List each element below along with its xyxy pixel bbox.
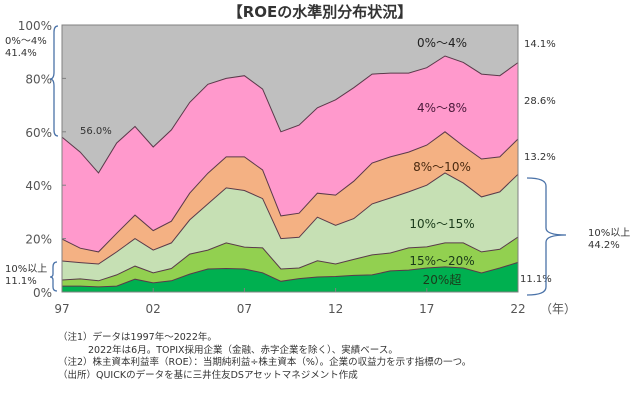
- x-tick-label: 17: [419, 302, 434, 316]
- y-tick-label: 40%: [25, 179, 52, 193]
- band-label-4-8: 4%～8%: [417, 101, 467, 115]
- right-value-4-8: 28.6%: [524, 96, 556, 107]
- source-note: （出所）QUICKのデータを基に三井住友DSアセットマネジメント作成: [58, 369, 358, 381]
- left-value-0-4: 41.4%: [5, 48, 37, 59]
- footnotes: （注1）データは1997年～2022年。 2022年は6月。TOPIX採用企業（…: [58, 332, 471, 382]
- y-tick-label: 20%: [25, 233, 52, 247]
- plot-frame: [61, 24, 519, 293]
- y-tick-label: 100%: [18, 19, 52, 33]
- area-4%～8%: [62, 56, 518, 252]
- band-label-15-20: 15%～20%: [409, 254, 474, 268]
- left-brace-0-4: [49, 25, 59, 137]
- boundary-line-4%～8%: [61, 55, 519, 174]
- boundary-line-8%～10%: [61, 131, 519, 253]
- left-brace-10-plus: [49, 261, 58, 292]
- left-label-10-plus: 10%以上: [5, 263, 47, 275]
- area-8%～10%: [62, 131, 518, 264]
- note-1-line-1: （注1）データは1997年～2022年。: [58, 332, 217, 343]
- x-tick-label: 07: [237, 302, 252, 316]
- right-value-20-plus: 11.1%: [520, 274, 552, 285]
- left-value-10-plus: 11.1%: [5, 276, 37, 287]
- area-20%超: [62, 262, 518, 292]
- right-brace-value: 44.2%: [588, 240, 620, 251]
- x-tick-label: 97: [54, 302, 69, 316]
- x-tick-label: 22: [510, 302, 525, 316]
- band-label-0-4: 0%～4%: [417, 36, 467, 50]
- boundary-line-10%～15%: [61, 172, 519, 265]
- chart-title: 【ROEの水準別分布状況】: [228, 3, 413, 21]
- right-brace-label: 10%以上: [588, 227, 630, 239]
- boundary-line-20%超: [62, 261, 519, 288]
- x-axis-unit: （年）: [540, 302, 576, 316]
- area-0%～4%: [62, 25, 518, 173]
- right-value-0-4: 14.1%: [524, 39, 556, 50]
- right-value-8-10: 13.2%: [524, 152, 556, 163]
- band-label-8-10: 8%～10%: [413, 160, 471, 174]
- y-tick-label: 60%: [25, 126, 52, 140]
- stacked-areas: [61, 25, 519, 292]
- note-2: （注2）株主資本利益率（ROE）：当期純利益÷株主資本（%）。企業の収益力を示す…: [58, 357, 472, 368]
- boundary-line-15%～20%: [61, 236, 519, 282]
- roe-distribution-chart: 【ROEの水準別分布状況】 0% 20% 40% 60% 80% 100% 97 02 07 1…: [5, 3, 630, 316]
- x-tick-label: 12: [328, 302, 343, 316]
- area-10%～15%: [62, 172, 518, 281]
- band-label-20-plus: 20%超: [423, 272, 462, 287]
- x-tick-label: 02: [146, 302, 161, 316]
- y-tick-label: 80%: [25, 72, 52, 86]
- annotation-56: 56.0%: [80, 126, 112, 137]
- right-brace-10-plus: [526, 177, 567, 296]
- note-1-line-2: 2022年は6月。TOPIX採用企業（金融、赤字企業を除く）、実績ベース。: [88, 344, 398, 356]
- x-axis: 97 02 07 12 17 22: [54, 288, 526, 316]
- left-label-0-4: 0%～4%: [5, 36, 47, 47]
- y-axis: 0% 20% 40% 60% 80% 100%: [18, 19, 66, 300]
- band-label-10-15: 10%～15%: [409, 217, 474, 231]
- y-tick-label: 0%: [33, 286, 52, 300]
